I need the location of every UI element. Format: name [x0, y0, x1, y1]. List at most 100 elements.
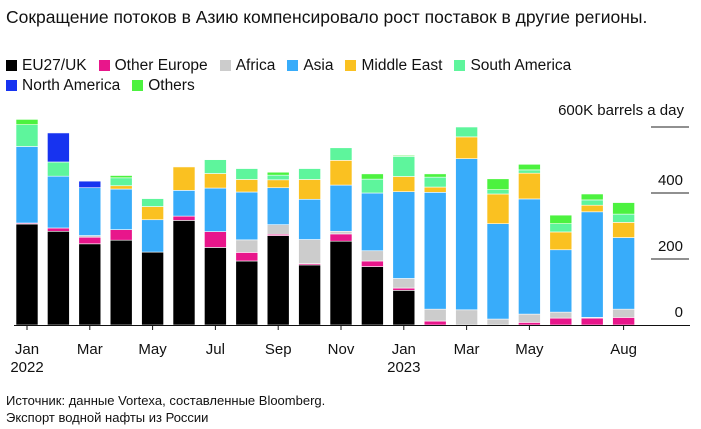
bar-stack — [392, 155, 416, 326]
bar-segment — [329, 147, 353, 161]
bar-segment — [298, 239, 321, 264]
bar-segment — [518, 172, 541, 200]
bar-segment — [78, 180, 102, 189]
bar-segment — [204, 159, 227, 174]
bar-stack — [423, 173, 447, 326]
bar-stack — [47, 132, 70, 326]
x-tick-label: Nov — [328, 341, 355, 358]
legend-item: Others — [132, 76, 195, 96]
bar-segment — [47, 230, 70, 326]
bar-segment — [298, 168, 321, 180]
bar-segment — [361, 260, 384, 267]
bar-segment — [518, 313, 541, 323]
bar-segment — [612, 317, 635, 326]
bar-stack — [549, 214, 573, 326]
bar-stack — [329, 147, 353, 326]
bar-segment — [172, 220, 196, 326]
source-line: Источник: данные Vortexa, составленные B… — [6, 393, 326, 408]
bar-segment — [266, 174, 290, 181]
bar-segment — [47, 227, 70, 232]
bar-segment — [47, 161, 70, 177]
bar-segment — [172, 215, 196, 221]
bar-segment — [486, 189, 510, 195]
legend-label: Other Europe — [114, 57, 208, 74]
legend-label: Middle East — [361, 57, 443, 74]
bar-segment — [580, 204, 604, 213]
bar-segment — [47, 132, 70, 163]
bar-segment — [580, 317, 604, 326]
bar-segment — [392, 155, 416, 157]
bar-segment — [361, 192, 384, 252]
bar-segment — [455, 136, 478, 159]
bar-stack — [235, 168, 259, 326]
bars — [15, 119, 635, 326]
bar-segment — [549, 223, 573, 233]
bar-stack — [580, 193, 604, 326]
legend-label: Asia — [303, 57, 334, 74]
legend-swatch — [6, 80, 17, 91]
bar-stack — [15, 119, 39, 326]
bar-segment — [266, 187, 290, 225]
bar-segment — [392, 191, 416, 279]
legend-label: South America — [470, 57, 572, 74]
bar-segment — [235, 191, 259, 241]
bar-segment — [141, 198, 164, 207]
bar-segment — [235, 252, 259, 262]
bar-stack — [266, 171, 290, 326]
bar-segment — [329, 233, 353, 242]
bar-segment — [78, 243, 102, 326]
y-axis-unit-label: 600K barrels a day — [558, 102, 684, 119]
x-tick-label: Mar — [454, 341, 480, 358]
bar-segment — [298, 179, 321, 200]
bar-segment — [486, 223, 510, 320]
y-tick-label: 0 — [675, 304, 683, 321]
bar-segment — [612, 222, 635, 238]
x-tick-label: Jan — [392, 341, 416, 358]
bar-segment — [109, 177, 133, 187]
bar-segment — [549, 317, 573, 326]
bar-segment — [486, 318, 510, 326]
legend-label: EU27/UK — [22, 57, 87, 74]
bar-segment — [423, 320, 447, 326]
bar-segment — [78, 187, 102, 236]
bar-segment — [172, 190, 196, 217]
bar-segment — [580, 199, 604, 206]
bar-segment — [204, 173, 227, 189]
bar-stack — [361, 173, 384, 326]
bar-segment — [518, 169, 541, 174]
bar-segment — [141, 251, 164, 326]
bar-segment — [361, 178, 384, 194]
bar-segment — [235, 239, 259, 253]
bar-segment — [109, 239, 133, 326]
bar-segment — [392, 278, 416, 289]
bar-stack — [204, 159, 227, 326]
bar-segment — [549, 249, 573, 313]
bar-stack — [455, 126, 478, 326]
caption-line: Экспорт водной нафты из России — [6, 410, 209, 425]
legend-swatch — [98, 60, 110, 71]
bar-stack — [486, 178, 510, 326]
bar-segment — [109, 185, 133, 190]
x-year-label: 2022 — [10, 359, 43, 376]
source-note: Источник: данные Vortexa, составленные B… — [6, 392, 325, 426]
bar-segment — [549, 231, 573, 251]
bar-stack — [612, 202, 635, 326]
bar-segment — [392, 287, 416, 291]
bar-segment — [15, 146, 39, 224]
legend-item: Middle East — [345, 56, 442, 76]
bar-segment — [612, 237, 635, 310]
legend-item: Other Europe — [98, 56, 208, 76]
bar-segment — [423, 186, 447, 193]
bar-segment — [392, 290, 416, 326]
legend-item: Asia — [287, 56, 333, 76]
bar-segment — [172, 166, 196, 191]
bar-segment — [235, 260, 259, 326]
chart-title: Сокращение потоков в Азию компенсировало… — [6, 7, 648, 27]
legend-label: North America — [22, 77, 121, 94]
x-tick-label: May — [515, 341, 544, 358]
bar-segment — [612, 308, 635, 318]
legend: EU27/UK Other Europe Africa Asia Middle East… — [6, 56, 696, 96]
bar-stack — [141, 198, 164, 326]
bar-segment — [235, 179, 259, 193]
